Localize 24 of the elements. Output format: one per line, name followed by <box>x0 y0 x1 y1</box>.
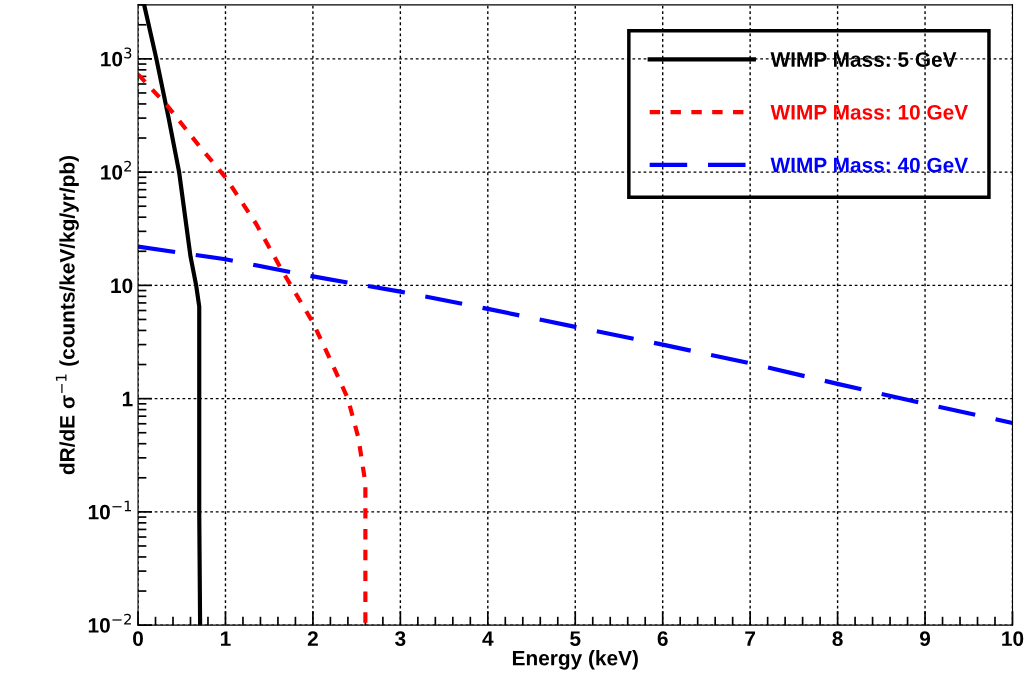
y-tick-label: 1 <box>122 391 133 407</box>
x-tick-label: 6 <box>657 631 668 646</box>
line-series <box>138 72 368 626</box>
y-tick-label: 10$^{3}$ <box>101 47 132 67</box>
x-tick-label: 8 <box>832 631 843 646</box>
x-tick-label: 1 <box>220 631 231 646</box>
y-tick-label: 10$^{2}$ <box>101 160 132 180</box>
x-tick-label: 10 <box>1002 631 1024 646</box>
y-tick-label: 10$^{−2}$ <box>88 613 131 633</box>
x-axis-title: Energy (keV) <box>512 650 638 670</box>
x-tick-label: 4 <box>482 631 494 646</box>
line-series <box>138 244 1013 426</box>
x-tick-label: 5 <box>570 631 581 646</box>
y-tick-label: 10 <box>111 278 133 294</box>
x-tick-label: 0 <box>133 631 143 646</box>
y-axis-title: dR/dE σ$^{−1}$ (counts/keV/kg/yr/pb) <box>55 156 79 475</box>
x-tick-label: 2 <box>307 631 318 646</box>
x-tick-label: 3 <box>395 631 406 647</box>
text: WIMP Mass: 40 GeV <box>770 157 968 173</box>
x-tick-label: 7 <box>745 631 756 646</box>
y-tick-label: 10$^{−1}$ <box>88 500 132 520</box>
x-tick-label: 9 <box>919 631 931 646</box>
text: WIMP Mass: 10 GeV <box>770 104 968 120</box>
text: WIMP Mass: 5 GeV <box>770 52 957 67</box>
